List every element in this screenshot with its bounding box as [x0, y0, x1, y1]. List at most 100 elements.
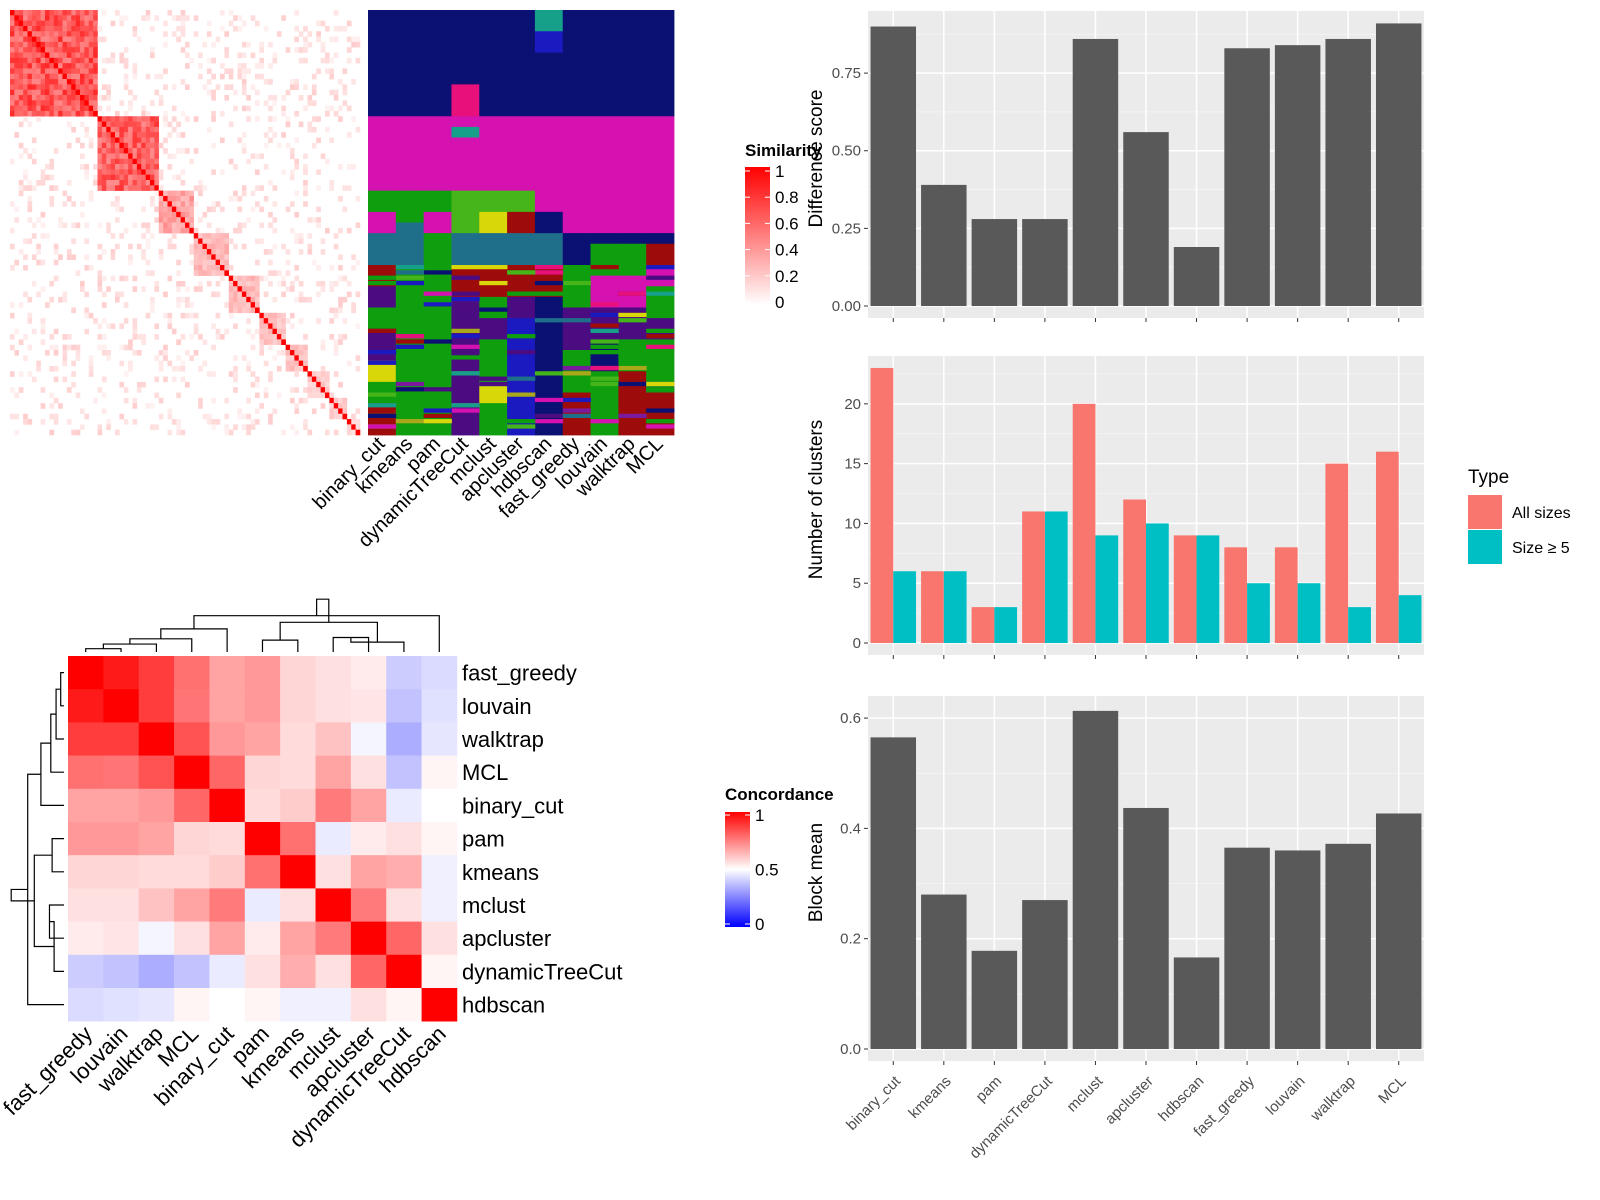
similarity-cell [220, 73, 225, 80]
similarity-cell [202, 360, 208, 367]
similarity-cell [62, 25, 68, 32]
similarity-cell [180, 195, 186, 202]
similarity-cell [49, 73, 55, 80]
similarity-cell [259, 73, 265, 80]
similarity-cell [136, 132, 142, 138]
similarity-cell [80, 15, 85, 21]
similarity-cell [290, 174, 295, 181]
similarity-cell [246, 429, 251, 436]
similarity-cell [268, 323, 273, 330]
similarity-cell [294, 190, 300, 197]
similarity-cell [307, 392, 313, 399]
concordance-cell [244, 822, 281, 856]
similarity-cell [27, 84, 33, 90]
similarity-cell [128, 132, 133, 138]
assignment-stripe [590, 323, 619, 328]
similarity-cell [333, 413, 339, 420]
similarity-cell [27, 20, 33, 27]
similarity-cell [62, 190, 68, 197]
bar-MCL [1375, 813, 1422, 1049]
similarity-cell [62, 344, 68, 351]
similarity-cell [123, 371, 129, 377]
similarity-cell [45, 63, 50, 69]
similarity-cell [346, 164, 352, 170]
similarity-cell [233, 227, 238, 234]
similarity-cell [58, 84, 63, 90]
similarity-cell [171, 84, 177, 90]
concordance-row-label-walktrap: walktrap [461, 727, 544, 752]
concordance-cell [103, 888, 140, 922]
similarity-cell [31, 95, 37, 101]
similarity-cell [101, 68, 107, 75]
similarity-cell [93, 79, 98, 85]
similarity-cell [158, 413, 164, 420]
similarity-cell [75, 100, 81, 106]
similarity-cell [106, 105, 111, 112]
similarity-cell [224, 68, 230, 75]
similarity-cell [294, 265, 300, 271]
similarity-cell [80, 73, 85, 80]
assignment-stripe [451, 403, 480, 408]
similarity-cell [189, 259, 195, 266]
similarity-cell [49, 280, 55, 287]
similarity-cell [325, 110, 330, 117]
similarity-cell [193, 270, 199, 276]
similarity-cell [84, 84, 90, 90]
similarity-cell [259, 63, 265, 69]
similarity-cell [154, 116, 160, 122]
similarity-cell [255, 169, 260, 175]
similarity-cell [233, 424, 238, 430]
similarity-cell [154, 185, 160, 191]
similarity-cell [84, 52, 90, 59]
similarity-cell [49, 36, 55, 43]
similarity-cell [40, 79, 46, 85]
concordance-cell [280, 722, 316, 756]
similarity-cell [49, 110, 55, 117]
similarity-cell [202, 339, 208, 345]
similarity-cell [215, 36, 221, 43]
similarity-cell [75, 68, 81, 75]
similarity-cell [36, 79, 41, 85]
similarity-cell [220, 233, 225, 239]
similarity-cell [294, 296, 300, 303]
similarity-cell [119, 132, 125, 138]
assignment-stripe [479, 307, 508, 312]
similarity-cell [71, 79, 76, 85]
assignment-block-hdbscan [534, 116, 564, 192]
similarity-cell [272, 270, 278, 276]
similarity-cell [136, 158, 142, 165]
similarity-cell [215, 249, 221, 255]
similarity-cell [303, 360, 308, 367]
y-tick-label: 0.25 [832, 220, 861, 237]
similarity-cell [259, 328, 265, 335]
similarity-cell [294, 137, 300, 144]
similarity-cell [338, 381, 343, 388]
similarity-cell [71, 201, 76, 207]
similarity-cell [58, 15, 63, 21]
concordance-cell [386, 888, 422, 922]
similarity-cell [220, 249, 225, 255]
concordance-cell [138, 722, 175, 756]
similarity-cell [132, 185, 138, 191]
similarity-cell [101, 164, 107, 170]
similarity-cell [303, 365, 308, 372]
assignment-block-fast_greedy [562, 190, 591, 234]
similarity-cell [233, 302, 238, 308]
similarity-cell [128, 365, 133, 372]
assignment-stripe [368, 413, 397, 418]
assignment-stripe [451, 291, 480, 296]
concordance-cell [350, 988, 387, 1022]
concordance-cell [386, 689, 422, 723]
similarity-cell [58, 89, 63, 96]
similarity-cell [36, 47, 41, 53]
similarity-cell [23, 185, 28, 191]
dendrogram-branch [10, 888, 35, 902]
similarity-cell [268, 339, 273, 345]
similarity-cell [97, 169, 103, 175]
similarity-cell [31, 68, 37, 75]
similarity-cell [88, 63, 94, 69]
assignment-stripe [562, 318, 591, 323]
bar-size-5-dynamicTreeCut [1044, 511, 1068, 643]
similarity-cell [272, 185, 278, 191]
similarity-cell [250, 286, 256, 292]
